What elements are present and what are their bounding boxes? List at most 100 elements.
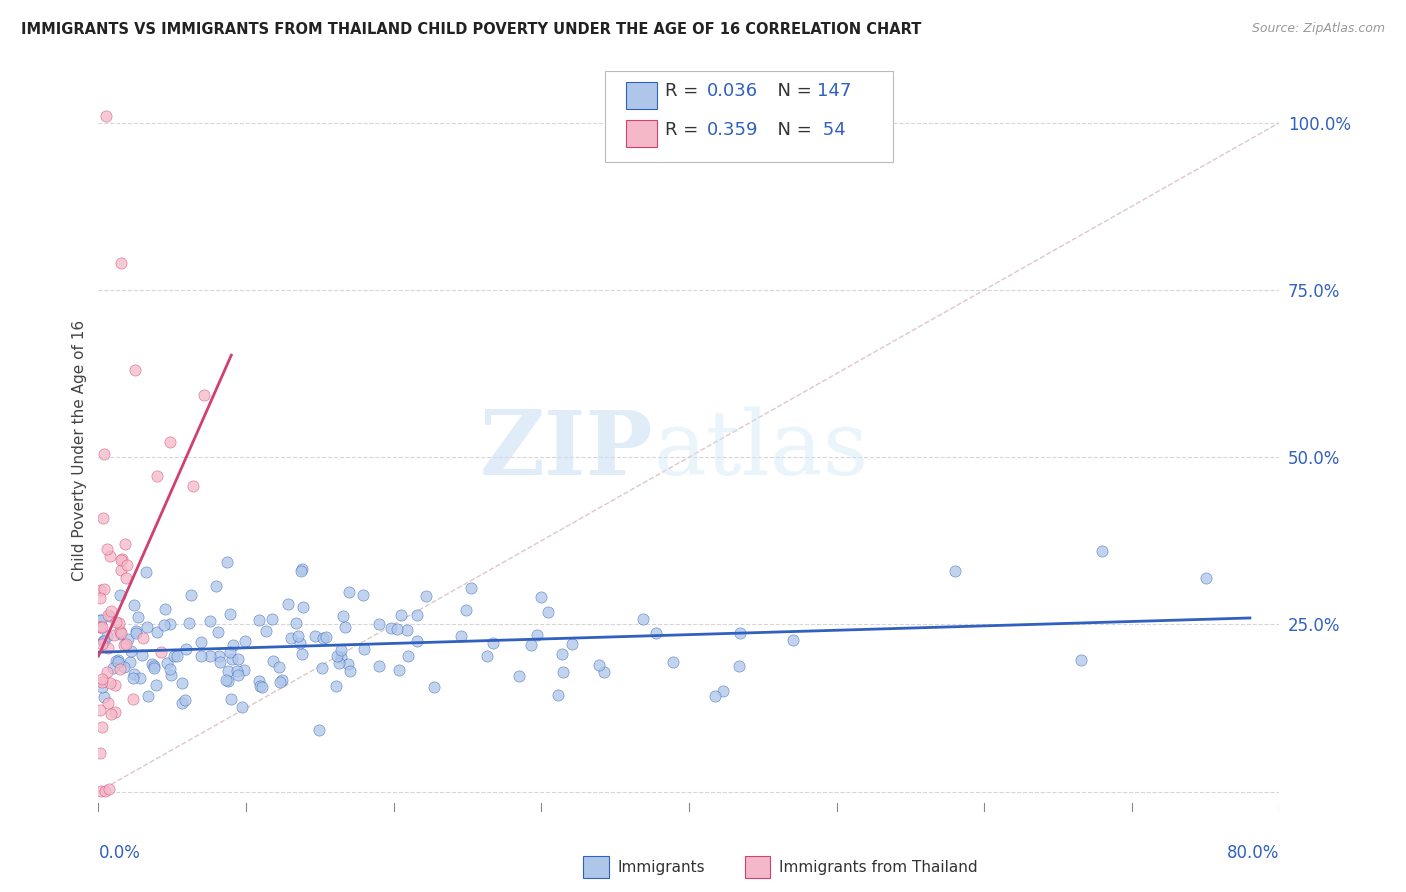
Point [110, 553, 132, 567]
Point [387, 622, 409, 636]
Point [155, 601, 177, 615]
Point [547, 688, 569, 702]
Point [104, 655, 127, 669]
Text: Immigrants: Immigrants [617, 860, 704, 874]
Point [198, 649, 221, 664]
Point [233, 634, 256, 648]
Point [170, 676, 193, 690]
Point [328, 657, 350, 671]
Point [90, 620, 112, 634]
Point [215, 673, 238, 687]
Point [108, 588, 131, 602]
Point [353, 642, 375, 657]
Point [190, 648, 212, 663]
Point [287, 629, 309, 643]
Point [103, 628, 125, 642]
Point [120, 644, 142, 658]
Point [90, 784, 112, 798]
Text: Immigrants from Thailand: Immigrants from Thailand [779, 860, 977, 874]
Point [124, 363, 146, 377]
Point [292, 599, 315, 614]
Point [145, 469, 167, 483]
Point [247, 674, 270, 689]
Point [121, 691, 143, 706]
Point [104, 615, 127, 630]
Point [330, 650, 353, 665]
Text: ZIP: ZIP [479, 407, 654, 494]
Point [143, 659, 166, 673]
Point [200, 615, 222, 629]
Point [181, 478, 204, 492]
Point [1070, 653, 1092, 667]
Point [89, 613, 111, 627]
Point [217, 555, 239, 569]
Point [536, 606, 558, 620]
Point [117, 632, 139, 646]
Point [93, 582, 115, 596]
Point [312, 631, 335, 645]
Point [107, 653, 129, 667]
Point [93, 690, 115, 705]
Point [311, 660, 333, 674]
Point [711, 683, 734, 698]
Point [166, 649, 188, 664]
Point [335, 620, 357, 634]
Point [208, 648, 231, 663]
Point [406, 608, 429, 623]
Point [225, 665, 247, 679]
Point [588, 657, 610, 672]
Point [395, 623, 418, 637]
Point [115, 571, 138, 585]
Point [380, 621, 402, 635]
Point [159, 662, 181, 676]
Point [122, 598, 145, 612]
Point [339, 664, 361, 678]
Point [146, 625, 169, 640]
Point [96, 542, 118, 557]
Point [111, 552, 134, 566]
Point [526, 628, 548, 642]
Point [89, 591, 111, 606]
Text: atlas: atlas [654, 407, 869, 494]
Point [232, 663, 254, 677]
Point [163, 648, 186, 663]
Point [91, 672, 114, 686]
Point [592, 665, 614, 680]
Text: R =: R = [665, 82, 704, 101]
Point [114, 537, 136, 551]
Point [91, 511, 114, 525]
Point [415, 589, 437, 603]
Point [339, 585, 361, 599]
Point [94, 783, 117, 797]
Point [97, 696, 120, 710]
Point [222, 638, 245, 652]
Point [97, 641, 120, 656]
Point [218, 607, 240, 622]
Point [475, 648, 498, 663]
Point [262, 612, 284, 626]
Point [145, 678, 167, 692]
Point [110, 626, 132, 640]
Point [125, 625, 148, 640]
Point [155, 656, 177, 670]
Point [89, 620, 111, 634]
Point [112, 638, 135, 652]
Point [728, 626, 751, 640]
Point [368, 659, 391, 673]
Point [172, 696, 194, 710]
Point [136, 689, 159, 703]
Text: 147: 147 [817, 82, 851, 101]
Point [89, 582, 111, 597]
Point [406, 634, 429, 648]
Point [93, 447, 115, 461]
Point [207, 624, 229, 639]
Point [112, 659, 135, 673]
Point [131, 648, 153, 662]
Point [96, 665, 118, 680]
Point [96, 608, 118, 623]
Point [180, 588, 202, 602]
Point [107, 655, 129, 669]
Point [91, 680, 114, 694]
Text: R =: R = [665, 120, 704, 139]
Point [291, 647, 314, 661]
